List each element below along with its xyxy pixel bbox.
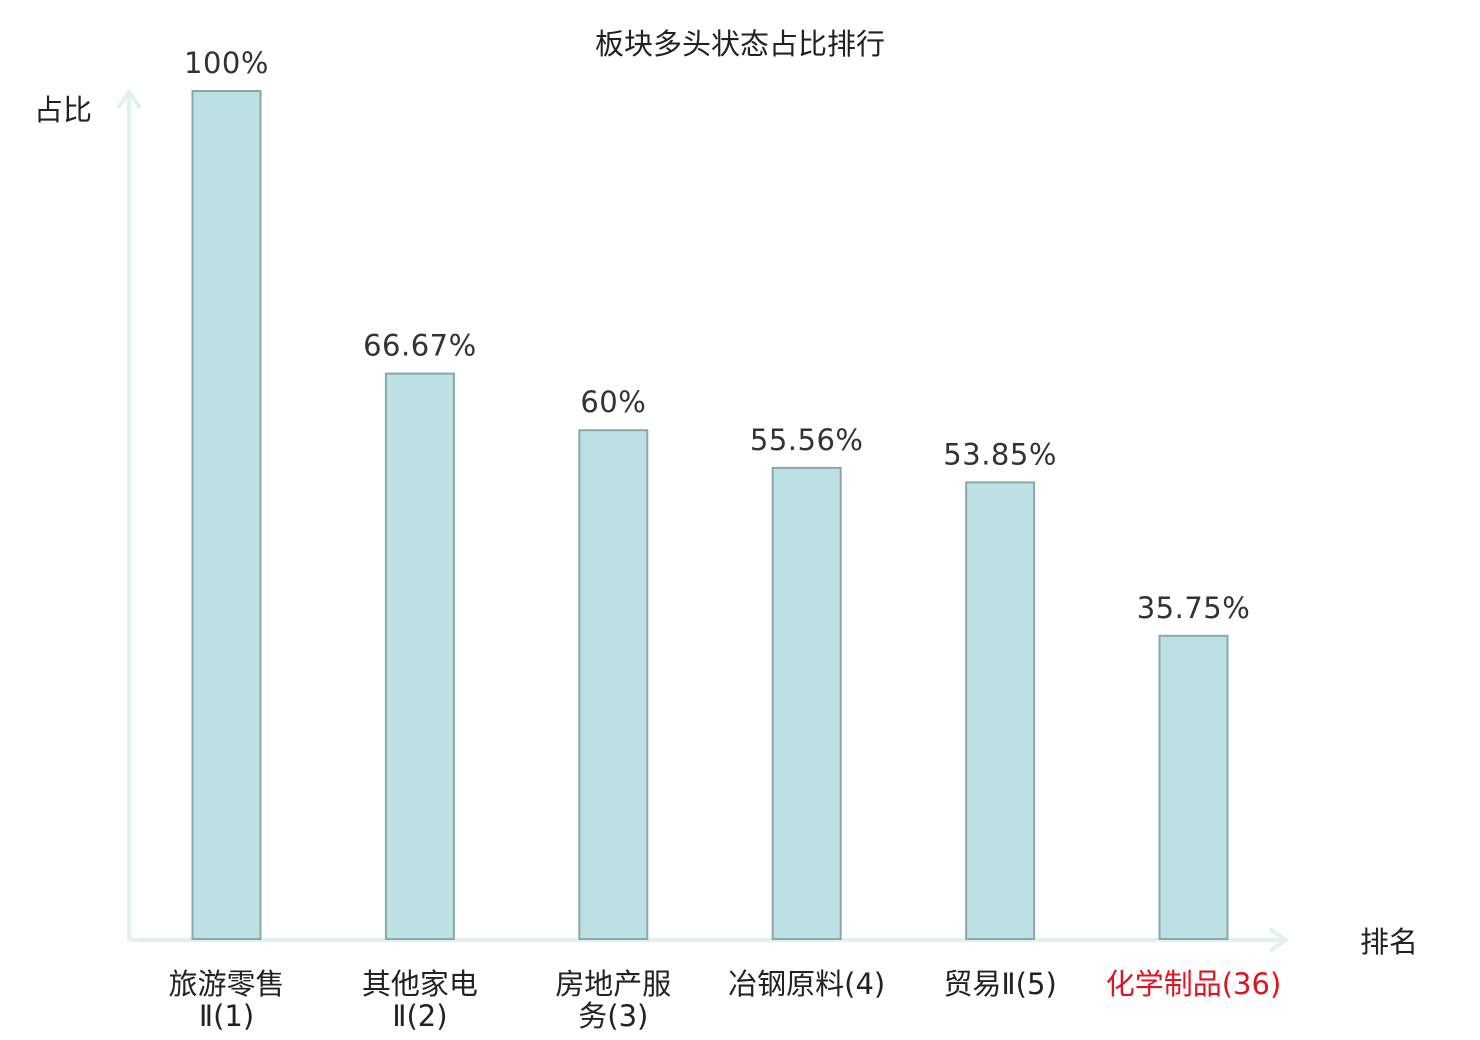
category-label-line: 化学制品(36) bbox=[1106, 967, 1282, 1001]
bar-5 bbox=[965, 481, 1036, 940]
value-label-2: 66.67% bbox=[363, 329, 477, 363]
category-label-line: 务(3) bbox=[578, 999, 648, 1033]
category-labels-group: 旅游零售 Ⅱ(1) 其他家电 Ⅱ(2) 房地产服务(3) 冶钢原料(4) 贸易Ⅱ(5) 化学制… bbox=[168, 967, 1281, 1033]
x-axis: 排名 bbox=[129, 925, 1418, 959]
category-label-line: Ⅱ(2) bbox=[392, 999, 447, 1033]
value-label-3: 60% bbox=[580, 385, 646, 419]
y-axis: 占比 bbox=[34, 90, 142, 940]
bar-6 bbox=[1158, 634, 1229, 940]
bar-2 bbox=[384, 372, 455, 941]
bar-3 bbox=[578, 429, 649, 940]
bars-group bbox=[191, 90, 1229, 941]
y-axis-label: 占比 bbox=[34, 93, 92, 127]
value-label-6: 35.75% bbox=[1137, 591, 1251, 625]
category-label-line: 冶钢原料(4) bbox=[728, 967, 885, 1001]
bar-1 bbox=[191, 90, 262, 940]
x-axis-label: 排名 bbox=[1360, 925, 1418, 959]
category-label-line: 其他家电 bbox=[362, 967, 478, 1001]
category-label-line: 旅游零售 bbox=[168, 967, 284, 1001]
category-label-6: 化学制品(36) bbox=[1106, 967, 1282, 1001]
value-labels-group: 100% 66.67% 60% 55.56% 53.85% 35.75% bbox=[184, 46, 1250, 625]
value-label-1: 100% bbox=[184, 46, 269, 80]
category-label-1: 旅游零售 Ⅱ(1) bbox=[168, 967, 284, 1033]
category-label-line: 房地产服 bbox=[555, 967, 671, 1001]
category-label-line: 贸易Ⅱ(5) bbox=[943, 967, 1056, 1001]
x-axis-arrow bbox=[1268, 927, 1288, 953]
category-label-line: Ⅱ(1) bbox=[199, 999, 254, 1033]
category-label-2: 其他家电 Ⅱ(2) bbox=[362, 967, 478, 1033]
bar-4 bbox=[771, 466, 842, 940]
y-axis-arrow bbox=[116, 90, 142, 110]
value-label-5: 53.85% bbox=[943, 437, 1057, 471]
category-label-3: 房地产服务(3) bbox=[555, 967, 671, 1033]
category-label-4: 冶钢原料(4) bbox=[728, 967, 885, 1001]
value-label-4: 55.56% bbox=[750, 423, 864, 457]
chart-title: 板块多头状态占比排行 bbox=[595, 27, 885, 61]
category-label-5: 贸易Ⅱ(5) bbox=[943, 967, 1056, 1001]
